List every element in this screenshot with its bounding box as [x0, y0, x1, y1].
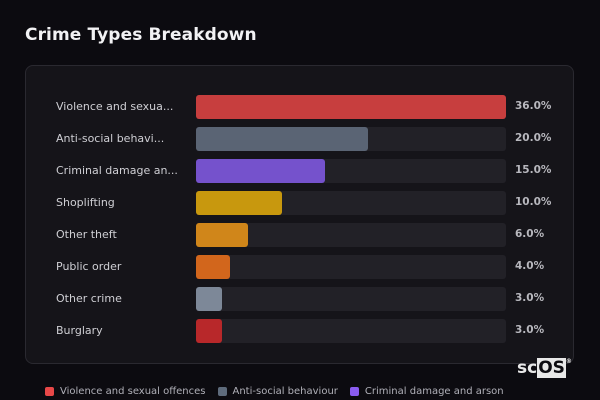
bar[interactable]: [196, 95, 506, 119]
bar-track: [196, 255, 506, 279]
category-label: Criminal damage an...: [56, 164, 178, 177]
category-label: Other theft: [56, 228, 117, 241]
category-label: Burglary: [56, 324, 103, 337]
category-label: Shoplifting: [56, 196, 115, 209]
bar[interactable]: [196, 127, 369, 151]
value-label: 3.0%: [515, 292, 545, 304]
value-label: 4.0%: [515, 260, 545, 272]
value-label: 6.0%: [515, 228, 545, 240]
bar-row: Anti-social behavi... 20.0%: [26, 127, 573, 151]
bar-row: Shoplifting 10.0%: [26, 191, 573, 215]
bar-track: [196, 319, 506, 343]
bar[interactable]: [196, 319, 222, 343]
chart-title: Crime Types Breakdown: [25, 25, 257, 45]
bar-row: Public order 4.0%: [26, 255, 573, 279]
bar-track: [196, 127, 506, 151]
bar[interactable]: [196, 159, 326, 183]
bar[interactable]: [196, 223, 248, 247]
legend-item[interactable]: Criminal damage and arson: [349, 386, 504, 397]
value-label: 10.0%: [515, 196, 552, 208]
legend-swatch: [45, 387, 54, 396]
legend-swatch: [349, 387, 359, 396]
bar-track: [196, 287, 506, 311]
bar-track: [196, 191, 506, 215]
legend-item[interactable]: Violence and sexual offences: [45, 386, 206, 397]
bar-row: Violence and sexua... 36.0%: [26, 95, 573, 119]
legend-label: Criminal damage and arson: [364, 386, 504, 397]
chart-card: Violence and sexua... 36.0% Anti-social b…: [25, 65, 574, 364]
bar-track: [196, 159, 506, 183]
bar-row: Other theft 6.0%: [26, 223, 573, 247]
value-label: 3.0%: [515, 324, 545, 336]
bar-row: Burglary 3.0%: [26, 319, 573, 343]
legend-label: Anti-social behaviour: [232, 386, 338, 397]
bar-track: [196, 95, 506, 119]
scos-logo: scOS®: [517, 358, 572, 378]
value-label: 20.0%: [515, 132, 552, 144]
value-label: 15.0%: [515, 164, 552, 176]
bar-track: [196, 223, 506, 247]
legend-item[interactable]: Anti-social behaviour: [217, 386, 338, 397]
legend-swatch: [217, 387, 227, 396]
category-label: Other crime: [56, 292, 122, 305]
category-label: Violence and sexua...: [56, 100, 174, 113]
bar[interactable]: [196, 255, 231, 279]
legend: Violence and sexual offences Anti-social …: [45, 386, 504, 397]
bar[interactable]: [196, 191, 283, 215]
bar[interactable]: [196, 287, 222, 311]
legend-label: Violence and sexual offences: [60, 386, 206, 397]
category-label: Anti-social behavi...: [56, 132, 165, 145]
value-label: 36.0%: [515, 100, 552, 112]
bar-row: Other crime 3.0%: [26, 287, 573, 311]
category-label: Public order: [56, 260, 122, 273]
bar-row: Criminal damage an... 15.0%: [26, 159, 573, 183]
